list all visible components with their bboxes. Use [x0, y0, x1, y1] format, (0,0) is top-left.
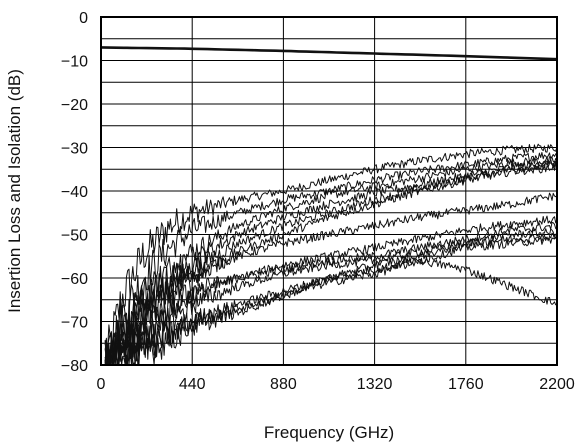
y-tick-label: −20: [61, 97, 88, 114]
y-tick-label: −60: [61, 271, 88, 288]
x-tick-label: 1760: [448, 376, 484, 393]
insertion-loss-line: [100, 46, 558, 61]
x-axis-title: Frequency (GHz): [264, 423, 394, 442]
y-tick-label: −70: [61, 315, 88, 332]
isolation-line: [105, 192, 558, 366]
y-tick-label: −50: [61, 228, 88, 245]
y-tick-label: 0: [79, 10, 88, 27]
y-tick-label: −10: [61, 54, 88, 71]
isolation-line: [104, 257, 558, 366]
x-tick-label: 2200: [539, 376, 575, 393]
x-tick-label: 1320: [357, 376, 393, 393]
x-tick-label: 0: [97, 376, 106, 393]
x-tick-labels: 0 440 880 1320 1760 2200: [97, 376, 575, 393]
y-tick-label: −80: [61, 358, 88, 375]
x-tick-label: 880: [270, 376, 297, 393]
plot-frame: [100, 16, 558, 366]
isolation-line: [104, 215, 558, 366]
isolation-line: [104, 232, 558, 366]
y-tick-label: −30: [61, 141, 88, 158]
y-tick-labels: 0 −10 −20 −30 −40 −50 −60 −70 −80: [61, 10, 88, 375]
y-axis-title: Insertion Loss and Isolation (dB): [5, 69, 24, 313]
trace-lines: [100, 46, 558, 366]
isolation-line: [104, 143, 558, 366]
x-tick-label: 440: [179, 376, 206, 393]
y-tick-label: −40: [61, 184, 88, 201]
